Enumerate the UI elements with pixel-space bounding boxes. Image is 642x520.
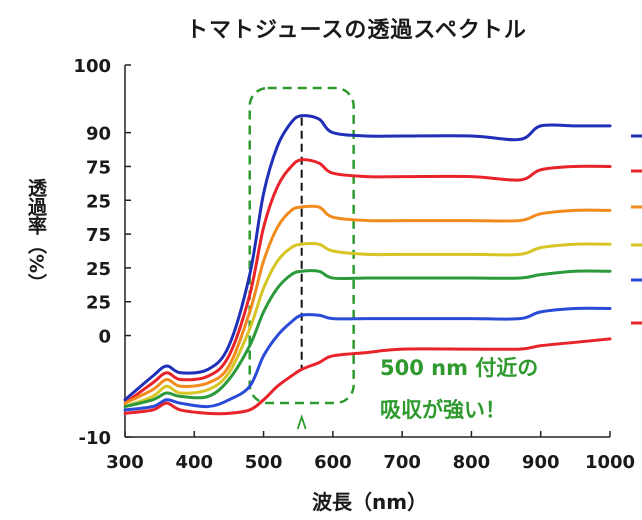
y-tick-label: 90 xyxy=(86,124,111,145)
series-line-4 xyxy=(123,242,612,409)
chart-axes: 100 90 75 25 75 25 25 0 -10 300 400 500 600 700 800 900… xyxy=(73,56,635,473)
series-lines xyxy=(123,114,612,416)
x-tick-label: 600 xyxy=(314,452,352,473)
x-tick-label: 800 xyxy=(453,452,491,473)
y-tick-label: 25 xyxy=(86,293,111,314)
legend xyxy=(631,134,642,325)
series-line-3 xyxy=(123,204,612,405)
y-tick-label: 75 xyxy=(86,157,111,178)
x-tick-label: 1000 xyxy=(585,452,635,473)
series-line-1 xyxy=(123,114,612,402)
y-tick-label: 25 xyxy=(86,191,111,212)
y-tick-label: 100 xyxy=(73,56,111,77)
highlight-box xyxy=(248,86,355,405)
y-tick-label: 0 xyxy=(98,327,111,348)
y-tick-label: 75 xyxy=(86,225,111,246)
chart-title: トマトジュースの透過スペクトル xyxy=(186,18,527,43)
y-axis-label: 透過率（%） xyxy=(25,178,47,293)
x-tick-label: 900 xyxy=(522,452,560,473)
x-tick-label: 300 xyxy=(106,452,144,473)
y-tick-label: 25 xyxy=(86,259,111,280)
series-line-6 xyxy=(123,306,612,412)
series-line-7 xyxy=(123,337,612,416)
x-tick-label: 500 xyxy=(245,452,283,473)
x-axis-label: 波長（nm） xyxy=(312,490,428,514)
y-tick-label: -10 xyxy=(78,428,111,449)
x-tick-label: 700 xyxy=(383,452,421,473)
annotation-line-2: 吸収が強い！ xyxy=(380,398,506,422)
x-tick-label: 400 xyxy=(175,452,213,473)
marker-arrow xyxy=(296,414,307,430)
annotation-line-1: 500 nm 付近の xyxy=(380,356,539,380)
series-line-5 xyxy=(123,269,612,409)
series-line-2 xyxy=(123,158,612,405)
